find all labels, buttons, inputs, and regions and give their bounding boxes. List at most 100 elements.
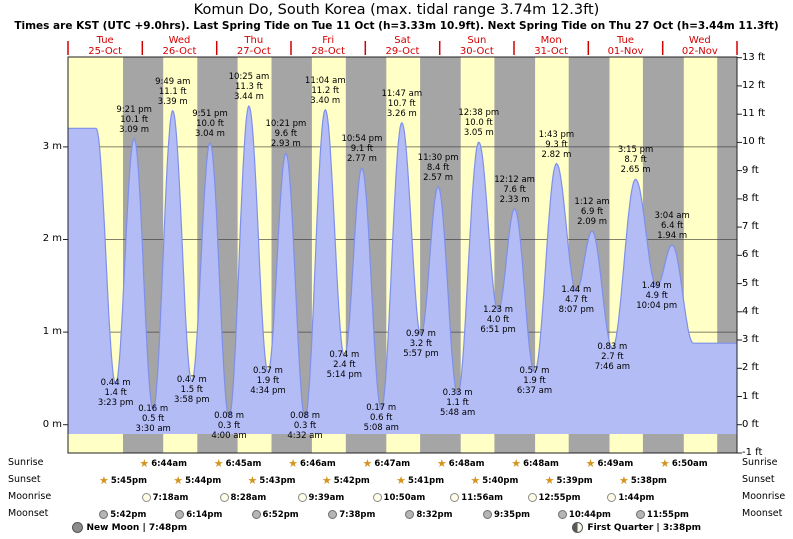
tide-annotation-line: 4.0 ft: [486, 314, 510, 325]
moonset-time-label: 9:35pm: [493, 509, 531, 520]
tide-annotation-line: 5:08 am: [363, 423, 399, 433]
sunrise-marker: ★ 6:45am: [207, 457, 269, 470]
tide-annotation-line: 1.94 m: [657, 231, 688, 242]
sunset-marker: ★ 5:42pm: [315, 474, 377, 487]
tide-annotation-line: 2.4 ft: [333, 360, 356, 371]
tide-annotation-line: 11.3 ft: [235, 82, 263, 93]
tide-annotation-low: 0.74 m 2.4 ft 5:14 pm: [314, 350, 374, 380]
day-date: 25-Oct: [88, 46, 123, 57]
tide-annotation-line: 0.5 ft: [141, 413, 165, 424]
tide-annotation-line: 9:49 am: [155, 76, 191, 87]
moonset-icon: [99, 510, 109, 519]
tide-annotation-line: 0.16 m: [138, 403, 169, 414]
tide-annotation-line: 9:21 pm: [116, 104, 152, 115]
y-axis-label-feet: 3 ft: [742, 334, 759, 346]
tide-annotation-line: 10.0 ft: [464, 118, 493, 129]
sunrise-time-label: 6:45am: [225, 458, 262, 469]
tide-annotation-line: 3:15 pm: [617, 145, 654, 156]
moonset-time-label: 8:32pm: [416, 509, 453, 520]
sunset-marker: ★ 5:40pm: [463, 474, 525, 487]
tide-annotation-line: 0.57 m: [253, 365, 283, 376]
day-of-week: Sun: [467, 35, 487, 46]
day-date: 30-Oct: [459, 46, 494, 57]
tide-annotation-low: 0.57 m 1.9 ft 4:34 pm: [238, 366, 298, 396]
tide-annotation-line: 2.33 m: [499, 194, 530, 205]
sunset-time-label: 5:43pm: [259, 475, 296, 486]
tide-annotation-line: 11:47 am: [381, 88, 423, 99]
tide-annotation-line: 6:51 pm: [480, 324, 516, 335]
tide-annotation-line: 10:04 pm: [636, 300, 678, 311]
sunset-time-label: 5:40pm: [482, 475, 519, 486]
row-label-sunset-left: Sunset: [8, 474, 41, 485]
moonrise-time-label: 10:50am: [383, 492, 426, 503]
tide-annotation-line: 3:23 pm: [97, 397, 134, 408]
moonrise-icon: [219, 493, 229, 502]
tide-annotation-line: 3.44 m: [233, 92, 264, 103]
tide-annotation-low: 0.57 m 1.9 ft 6:37 am: [504, 366, 564, 396]
moonset-icon: [482, 510, 492, 519]
tide-annotation-line: 7.6 ft: [503, 184, 526, 195]
sunrise-marker: ★ 6:47am: [355, 457, 417, 470]
tide-annotation-line: 10:21 pm: [265, 119, 307, 130]
sunrise-star-icon: ★: [139, 457, 150, 470]
tide-annotation-line: 11:30 pm: [417, 152, 459, 163]
tide-annotation-line: 11:04 am: [304, 75, 346, 86]
tide-annotation-line: 4:00 am: [211, 431, 247, 442]
tide-annotation-high: 1:12 am 6.9 ft 2.09 m: [562, 197, 622, 227]
moonset-time-label: 7:38pm: [339, 509, 376, 520]
y-axis-label-feet: 10 ft: [742, 136, 766, 148]
tide-annotation-line: 1.9 ft: [256, 375, 280, 386]
y-axis-label-feet: 8 ft: [742, 192, 759, 204]
tide-annotation-line: 1.5 ft: [180, 385, 203, 396]
tide-annotation-low: 0.83 m 2.7 ft 7:46 am: [582, 342, 642, 372]
tide-annotation-line: 8:07 pm: [558, 305, 595, 316]
sunset-time-label: 5:41pm: [407, 475, 445, 486]
tide-annotation-low: 0.17 m 0.6 ft 5:08 am: [351, 403, 411, 433]
tide-annotation-line: 3:30 am: [135, 423, 171, 434]
tide-annotation-line: 3.05 m: [463, 128, 494, 139]
sunset-star-icon: ★: [618, 474, 629, 487]
y-axis-label-feet: 7 ft: [742, 221, 759, 233]
sunrise-star-icon: ★: [213, 457, 224, 470]
day-label: Mon 31-Oct: [515, 35, 587, 57]
tide-annotation-line: 1.44 m: [561, 285, 592, 296]
moonrise-marker: 12:55pm: [523, 491, 585, 504]
sunrise-marker: ★ 6:44am: [132, 457, 194, 470]
new-moon-icon: [71, 522, 83, 533]
sunset-marker: ★ 5:39pm: [538, 474, 600, 487]
y-axis-label-feet: 2 ft: [742, 362, 759, 374]
tide-annotation-low: 1.49 m 4.9 ft 10:04 pm: [627, 281, 687, 311]
tide-annotation-high: 1:43 pm 9.3 ft 2.82 m: [526, 130, 586, 160]
tide-annotation-line: 9.1 ft: [350, 144, 374, 155]
tide-annotation-line: 0.08 m: [290, 411, 320, 422]
moonset-marker: 6:14pm: [168, 508, 230, 521]
sunset-star-icon: ★: [321, 474, 332, 487]
tide-annotation-line: 2.7 ft: [601, 351, 624, 362]
tide-annotation-line: 1.23 m: [483, 304, 513, 315]
sunrise-time-label: 6:47am: [374, 458, 411, 469]
sunrise-marker: ★ 6:48am: [504, 457, 566, 470]
sunset-star-icon: ★: [247, 474, 258, 487]
tide-annotation-line: 9.6 ft: [274, 129, 298, 140]
tide-annotation-line: 3.04 m: [195, 129, 225, 140]
y-axis-label-feet: 9 ft: [742, 164, 759, 176]
tide-annotation-line: 12:12 am: [494, 174, 535, 185]
sunrise-time-label: 6:46am: [300, 458, 336, 469]
day-of-week: Fri: [322, 35, 335, 46]
moonset-marker: 8:32pm: [398, 508, 460, 521]
tide-annotation-line: 0.74 m: [329, 350, 360, 361]
tide-annotation-high: 12:12 am 7.6 ft 2.33 m: [485, 175, 545, 205]
day-label: Tue 25-Oct: [69, 35, 141, 57]
sunrise-star-icon: ★: [288, 457, 299, 470]
tide-annotation-low: 0.47 m 1.5 ft 3:58 pm: [162, 375, 222, 405]
tide-annotation-line: 3.2 ft: [409, 338, 433, 349]
day-label: Wed 02-Nov: [664, 35, 736, 57]
tide-annotation-high: 11:04 am 11.2 ft 3.40 m: [295, 76, 355, 106]
tide-annotation-line: 6:37 am: [516, 385, 553, 396]
tide-annotation-low: 1.44 m 4.7 ft 8:07 pm: [546, 285, 606, 315]
y-axis-label-meters: 2 m: [42, 233, 62, 245]
tide-annotation-line: 1.9 ft: [523, 375, 546, 386]
tide-annotation-line: 8.7 ft: [624, 155, 647, 166]
moonrise-icon: [372, 493, 382, 502]
tide-annotation-line: 0.17 m: [366, 403, 397, 413]
